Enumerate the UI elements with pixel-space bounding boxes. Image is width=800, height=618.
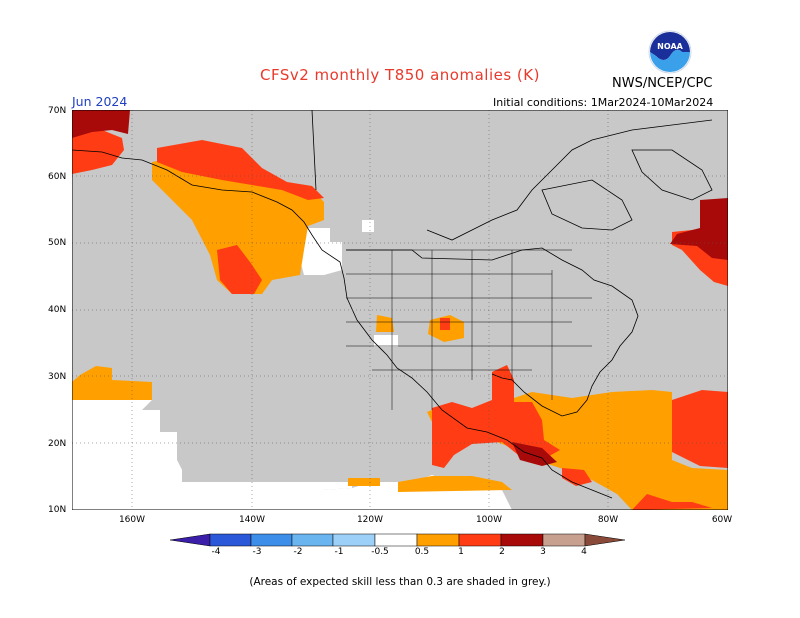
colorbar-swatch (209, 533, 252, 547)
gridlines (72, 110, 728, 510)
colorbar-swatch (584, 533, 626, 547)
noaa-logo: NOAA (648, 30, 692, 74)
anomaly-map (72, 110, 728, 510)
colorbar-label: -0.5 (371, 547, 389, 557)
lon-label: 120W (356, 515, 384, 525)
colorbar-swatch (542, 533, 586, 547)
colorbar-swatch (416, 533, 460, 547)
chart-title: CFSv2 monthly T850 anomalies (K) (260, 66, 540, 84)
state-borders (346, 249, 592, 410)
colorbar-label: -2 (293, 547, 303, 557)
colorbar-label: -3 (252, 547, 262, 557)
lon-label: 160W (118, 515, 146, 525)
forecast-month: Jun 2024 (72, 94, 128, 109)
agency-label: NWS/NCEP/CPC (612, 76, 713, 91)
colorbar-label: 1 (458, 547, 464, 557)
colorbar-label: 0.5 (414, 547, 430, 557)
lon-label: 140W (238, 515, 266, 525)
colorbar-label: -4 (211, 547, 221, 557)
colorbar-swatch (170, 533, 211, 547)
lon-label: 100W (475, 515, 503, 525)
lat-label: 40N (48, 305, 67, 315)
logo-text: NOAA (657, 42, 683, 51)
colorbar-swatch (374, 533, 418, 547)
colorbar-swatch (250, 533, 293, 547)
lat-label: 70N (48, 106, 67, 116)
lon-label: 80W (597, 515, 619, 525)
lat-label: 50N (48, 238, 67, 248)
colorbar-label: -1 (334, 547, 344, 557)
colorbar-label: 2 (499, 547, 505, 557)
colorbar-label: 4 (581, 547, 587, 557)
lat-label: 30N (48, 372, 67, 382)
pacific-white (72, 400, 182, 482)
lon-label: 60W (711, 515, 733, 525)
lat-label: 10N (48, 505, 67, 515)
colorbar-swatch (332, 533, 376, 547)
colorbar-label: 3 (540, 547, 546, 557)
colorbar-swatch (458, 533, 502, 547)
initial-conditions: Initial conditions: 1Mar2024-10Mar2024 (493, 96, 714, 109)
lat-label: 20N (48, 439, 67, 449)
white-patch-pnw (300, 228, 342, 275)
colorbar-swatch (291, 533, 334, 547)
skill-footnote: (Areas of expected skill less than 0.3 a… (249, 576, 551, 588)
lat-label: 60N (48, 172, 67, 182)
colorbar (170, 533, 626, 547)
colorbar-swatch (500, 533, 544, 547)
anomaly-darkred (72, 110, 728, 466)
